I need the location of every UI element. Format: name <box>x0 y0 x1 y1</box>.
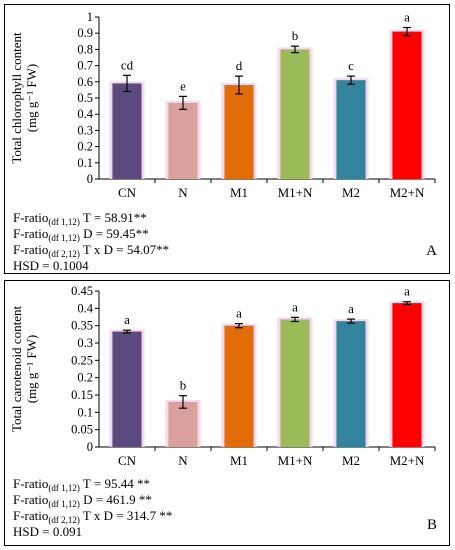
stat-line: F-ratio(df 2,12) T x D = 314.7 ** <box>13 508 173 525</box>
bar-m2-plus-n <box>392 31 422 179</box>
significance-letter: e <box>180 78 186 93</box>
chart-panel-a: Total chlorophyll content (mg g⁻¹ FW) 0 0.1… <box>4 4 450 274</box>
y-tick-label: 0.5 <box>77 91 93 105</box>
bar-cn <box>112 83 142 179</box>
y-tick-label: 0.9 <box>77 26 93 40</box>
y-tick-label: 0.1 <box>77 156 93 170</box>
y-tick-label: 0.15 <box>71 388 93 402</box>
y-tick-label: 0 <box>87 440 93 454</box>
y-tick-label: 0.05 <box>71 423 93 437</box>
x-tick-label: M1 <box>230 185 248 200</box>
significance-letter: a <box>404 10 410 25</box>
bar-n <box>168 401 198 447</box>
significance-letter: a <box>236 306 242 321</box>
x-tick-label: M2 <box>342 185 360 200</box>
x-tick-label: CN <box>118 453 137 468</box>
y-tick-label: 0.25 <box>71 353 93 367</box>
y-axis-unit: (mg g⁻¹ FW) <box>24 335 39 404</box>
significance-letter: d <box>236 58 243 73</box>
stats-block-b: F-ratio(df 1,12) T = 95.44 ** F-ratio(df… <box>13 476 172 540</box>
y-tick-label: 0.8 <box>77 42 93 56</box>
bar-m1 <box>224 85 254 179</box>
y-tick-label: 0.4 <box>77 301 93 315</box>
significance-letter: b <box>180 378 187 393</box>
bar-m2 <box>336 321 366 447</box>
significance-letter: a <box>404 284 410 299</box>
stat-line: F-ratio(df 1,12) T = 95.44 ** <box>13 476 150 493</box>
stat-line: F-ratio(df 1,12) D = 59.45** <box>13 226 149 243</box>
y-tick-label: 0.2 <box>77 371 93 385</box>
bar-m1 <box>224 325 254 447</box>
stat-line: F-ratio(df 1,12) D = 461.9 ** <box>13 492 152 509</box>
y-tick-label: 0.35 <box>71 319 93 333</box>
y-tick-label: 0.2 <box>77 140 93 154</box>
carotenoid-chart: Total carotenoid content (mg g⁻¹ FW) 0 0.05… <box>9 284 436 468</box>
significance-letter: a <box>348 301 354 316</box>
bar-m2-plus-n <box>392 303 422 447</box>
significance-letter: b <box>292 28 299 43</box>
y-axis-label: Total chlorophyll content <box>9 32 24 164</box>
x-tick-label: M1+N <box>278 185 313 200</box>
stat-line: HSD = 0.1004 <box>13 258 89 273</box>
y-tick-label: 0.3 <box>77 336 93 350</box>
chart-panel-b: Total carotenoid content (mg g⁻¹ FW) 0 0.05… <box>4 280 450 546</box>
panel-label-b: B <box>426 517 437 533</box>
bar-m2 <box>336 80 366 179</box>
y-axis-unit: (mg g⁻¹ FW) <box>24 64 39 133</box>
x-tick-label: M2+N <box>390 453 425 468</box>
chlorophyll-chart: Total chlorophyll content (mg g⁻¹ FW) 0 0.1… <box>9 10 436 200</box>
x-tick-label: M1 <box>230 453 248 468</box>
stats-block-a: F-ratio(df 1,12) T = 58.91** F-ratio(df … <box>13 210 169 274</box>
significance-letter: cd <box>121 57 134 72</box>
y-tick-label: 0.1 <box>77 405 93 419</box>
x-tick-label: CN <box>118 185 137 200</box>
y-tick-label: 0.7 <box>77 59 93 73</box>
y-tick-label: 0 <box>87 172 93 186</box>
x-tick-label: M2+N <box>390 185 425 200</box>
significance-letter: a <box>124 312 130 327</box>
x-tick-label: M2 <box>342 453 360 468</box>
bar-m1-plus-n <box>280 49 310 180</box>
y-axis-label: Total carotenoid content <box>9 306 24 433</box>
bar-m1-plus-n <box>280 319 310 447</box>
significance-letter: c <box>348 58 354 73</box>
significance-letter: a <box>292 299 298 314</box>
bar-n <box>168 102 198 179</box>
y-tick-label: 0.3 <box>77 123 93 137</box>
y-tick-label: 0.45 <box>71 284 93 298</box>
stat-line: HSD = 0.091 <box>13 524 83 539</box>
stat-line: F-ratio(df 2,12) T x D = 54.07** <box>13 242 170 259</box>
y-tick-label: 0.6 <box>77 75 93 89</box>
panel-label-a: A <box>426 243 437 259</box>
x-tick-label: N <box>178 185 188 200</box>
x-tick-label: N <box>178 453 188 468</box>
y-tick-label: 1 <box>87 10 93 24</box>
y-tick-label: 0.4 <box>77 107 93 121</box>
bar-cn <box>112 331 142 447</box>
stat-line: F-ratio(df 1,12) T = 58.91** <box>13 210 147 227</box>
x-tick-label: M1+N <box>278 453 313 468</box>
